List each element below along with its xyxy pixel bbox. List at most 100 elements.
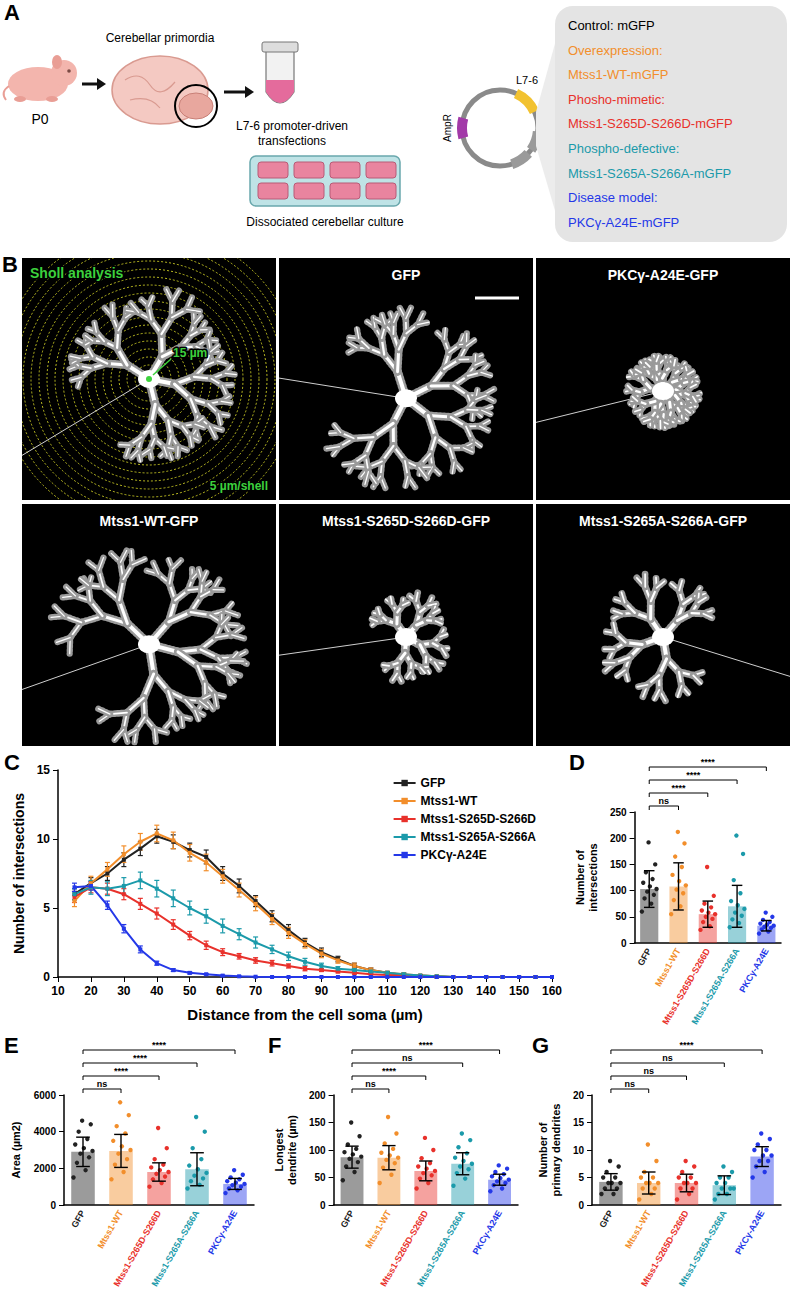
svg-text:150: 150	[610, 859, 627, 870]
svg-text:Mtss1-S265A-S266A: Mtss1-S265A-S266A	[415, 1208, 467, 1288]
svg-text:250: 250	[610, 807, 627, 818]
svg-text:Mtss1-WT-mGFP: Mtss1-WT-mGFP	[568, 67, 668, 82]
svg-text:****: ****	[419, 1040, 434, 1050]
svg-text:PKCγ-A24E-GFP: PKCγ-A24E-GFP	[608, 267, 718, 283]
svg-text:15: 15	[37, 763, 51, 777]
svg-text:PKCγ-A24E-mGFP: PKCγ-A24E-mGFP	[568, 215, 679, 230]
svg-text:****: ****	[701, 757, 716, 767]
svg-text:Longest: Longest	[273, 1128, 285, 1171]
svg-text:GFP: GFP	[392, 267, 421, 283]
svg-text:transfections: transfections	[258, 134, 326, 148]
svg-text:90: 90	[315, 984, 329, 998]
svg-text:****: ****	[152, 1040, 167, 1050]
svg-text:100: 100	[610, 885, 627, 896]
svg-text:60: 60	[216, 984, 230, 998]
svg-text:Disease model:: Disease model:	[568, 190, 658, 205]
svg-text:0: 0	[621, 938, 627, 949]
svg-text:PKCγ-A24E: PKCγ-A24E	[737, 946, 770, 994]
svg-text:100: 100	[309, 1145, 326, 1156]
svg-text:Control: mGFP: Control: mGFP	[568, 18, 655, 33]
svg-text:160: 160	[542, 984, 562, 998]
svg-text:Mtss1-S265A-S266A: Mtss1-S265A-S266A	[421, 830, 537, 844]
svg-text:intersections: intersections	[587, 843, 599, 911]
svg-text:Mtss1-WT: Mtss1-WT	[653, 946, 683, 988]
svg-text:5: 5	[578, 1172, 584, 1183]
svg-text:Phospho-defective:: Phospho-defective:	[568, 141, 679, 156]
svg-text:0: 0	[50, 1200, 56, 1211]
svg-text:2000: 2000	[34, 1163, 57, 1174]
svg-text:30: 30	[117, 984, 131, 998]
svg-text:Distance from the cell soma (µ: Distance from the cell soma (µm)	[187, 1006, 422, 1023]
svg-text:4000: 4000	[34, 1126, 57, 1137]
svg-text:100: 100	[344, 984, 364, 998]
svg-text:20: 20	[573, 1090, 585, 1101]
svg-text:120: 120	[410, 984, 430, 998]
svg-text:ns: ns	[662, 1053, 673, 1063]
svg-text:Mtss1-WT: Mtss1-WT	[421, 794, 478, 808]
svg-text:Mtss1-S265A-S266A: Mtss1-S265A-S266A	[149, 1208, 201, 1288]
svg-text:Mtss1-S265D-S266D-mGFP: Mtss1-S265D-S266D-mGFP	[568, 116, 733, 131]
svg-text:GFP: GFP	[338, 1209, 356, 1230]
svg-text:GFP: GFP	[636, 946, 654, 967]
svg-text:PKCγ-A24E: PKCγ-A24E	[471, 1208, 504, 1256]
svg-text:Mtss1-WT: Mtss1-WT	[363, 1208, 393, 1250]
svg-text:GFP: GFP	[597, 1209, 615, 1230]
svg-text:150: 150	[309, 1117, 326, 1128]
svg-text:dendrite (µm): dendrite (µm)	[286, 1115, 298, 1185]
svg-text:Mtss1-WT: Mtss1-WT	[623, 1208, 653, 1250]
svg-text:****: ****	[114, 1066, 129, 1076]
svg-text:110: 110	[378, 984, 398, 998]
svg-text:L7-6: L7-6	[516, 74, 538, 86]
svg-text:80: 80	[282, 984, 296, 998]
svg-text:70: 70	[249, 984, 263, 998]
svg-text:Phosho-mimetic:: Phosho-mimetic:	[568, 92, 665, 107]
svg-text:ns: ns	[365, 1079, 376, 1089]
svg-text:140: 140	[476, 984, 496, 998]
svg-text:Mtss1-S265D-S266D: Mtss1-S265D-S266D	[421, 812, 537, 826]
svg-text:150: 150	[509, 984, 529, 998]
svg-text:****: ****	[686, 770, 701, 780]
svg-text:Number of intersections: Number of intersections	[11, 793, 27, 954]
svg-text:Mtss1-S265A-S266A: Mtss1-S265A-S266A	[690, 946, 742, 1026]
svg-text:10: 10	[51, 984, 65, 998]
svg-text:10: 10	[573, 1145, 585, 1156]
svg-text:P0: P0	[31, 111, 48, 127]
svg-text:Area (µm2): Area (µm2)	[10, 1121, 22, 1178]
svg-text:Cerebellar primordia: Cerebellar primordia	[106, 31, 215, 45]
svg-text:GFP: GFP	[69, 1209, 87, 1230]
svg-text:PKCγ-A24E: PKCγ-A24E	[421, 848, 487, 862]
svg-text:0: 0	[43, 970, 50, 984]
svg-text:Overexpression:: Overexpression:	[568, 43, 663, 58]
svg-text:15 µm: 15 µm	[173, 346, 207, 360]
svg-text:Mtss1-WT-GFP: Mtss1-WT-GFP	[100, 513, 199, 529]
svg-text:primary dendrites: primary dendrites	[550, 1104, 562, 1197]
svg-text:ns: ns	[402, 1053, 413, 1063]
svg-text:Mtss1-S265D-S266D-GFP: Mtss1-S265D-S266D-GFP	[322, 513, 490, 529]
svg-text:PKCγ-A24E: PKCγ-A24E	[206, 1208, 239, 1256]
svg-text:20: 20	[84, 984, 98, 998]
svg-text:50: 50	[183, 984, 197, 998]
svg-text:PKCγ-A24E: PKCγ-A24E	[733, 1208, 766, 1256]
svg-text:****: ****	[680, 1040, 695, 1050]
svg-text:Dissociated cerebellar culture: Dissociated cerebellar culture	[246, 215, 404, 229]
svg-text:****: ****	[133, 1053, 148, 1063]
svg-text:ns: ns	[97, 1079, 108, 1089]
svg-text:****: ****	[382, 1066, 397, 1076]
svg-text:200: 200	[309, 1090, 326, 1101]
svg-text:Mtss1-S265A-S266A-mGFP: Mtss1-S265A-S266A-mGFP	[568, 166, 731, 181]
svg-text:GFP: GFP	[421, 776, 446, 790]
svg-text:Number of: Number of	[574, 850, 586, 905]
svg-text:15: 15	[573, 1117, 585, 1128]
svg-text:Mtss1-S265A-S266A-GFP: Mtss1-S265A-S266A-GFP	[579, 513, 747, 529]
svg-text:50: 50	[615, 911, 627, 922]
svg-text:130: 130	[443, 984, 463, 998]
svg-text:0: 0	[578, 1200, 584, 1211]
svg-text:5: 5	[43, 901, 50, 915]
svg-text:ns: ns	[659, 796, 670, 806]
svg-text:Number of: Number of	[537, 1122, 549, 1177]
svg-text:40: 40	[150, 984, 164, 998]
svg-text:ns: ns	[643, 1066, 654, 1076]
svg-text:200: 200	[610, 833, 627, 844]
svg-text:5 µm/shell: 5 µm/shell	[210, 479, 268, 493]
svg-text:10: 10	[37, 832, 51, 846]
